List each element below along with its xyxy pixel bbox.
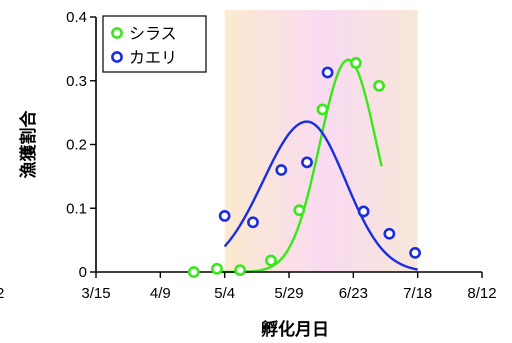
y-tick-label: 0.1: [66, 200, 87, 217]
data-points: [187, 57, 421, 278]
x-axis-title: 孵化月日: [261, 319, 329, 340]
axes: 0 0.1 0.2 0.3 0.4 3/15 4/9 5/4 5/29 6/23 7/18 8/12: [66, 9, 496, 302]
data-point-kaeri: [247, 216, 259, 229]
legend-label-kaeri: カエリ: [129, 48, 177, 67]
data-point-kaeri: [409, 246, 421, 259]
data-point-shirasu: [316, 103, 329, 116]
data-point-shirasu: [293, 204, 306, 217]
data-point-shirasu: [373, 79, 385, 92]
data-point-kaeri: [357, 205, 370, 218]
data-point-kaeri: [218, 209, 231, 222]
legend-label-shirasu: シラス: [129, 24, 177, 43]
y-tick-label: 0: [79, 264, 87, 281]
fitted-curve-kaeri: [223, 120, 418, 271]
legend-marker-kaeri: [111, 51, 123, 63]
data-point-shirasu: [234, 264, 247, 276]
y-tick-label: 0.4: [66, 9, 87, 26]
data-point-shirasu: [211, 262, 223, 275]
data-point-shirasu: [350, 57, 362, 69]
x-tick-label: 4/9: [150, 285, 171, 302]
y-tick-label: 0.2: [66, 137, 87, 154]
legend-box: [102, 15, 207, 73]
data-point-kaeri: [383, 227, 396, 240]
x-tick-label: 3/15: [81, 285, 110, 302]
data-point-shirasu: [265, 254, 277, 267]
legend-marker-shirasu: [111, 27, 123, 39]
data-point-kaeri: [275, 164, 288, 176]
left-clipped-label: 2: [0, 285, 4, 302]
x-tick-label: 7/18: [403, 285, 432, 302]
y-tick-label: 0.3: [66, 73, 87, 90]
data-point-shirasu: [187, 266, 200, 278]
x-tick-label: 5/29: [274, 285, 303, 302]
y-axis-title: 漁獲割合: [18, 110, 39, 179]
x-tick-label: 8/12: [467, 285, 496, 302]
x-tick-label: 5/4: [214, 285, 235, 302]
data-point-kaeri: [321, 66, 334, 79]
x-tick-label: 6/23: [339, 285, 368, 302]
data-point-kaeri: [301, 156, 313, 169]
